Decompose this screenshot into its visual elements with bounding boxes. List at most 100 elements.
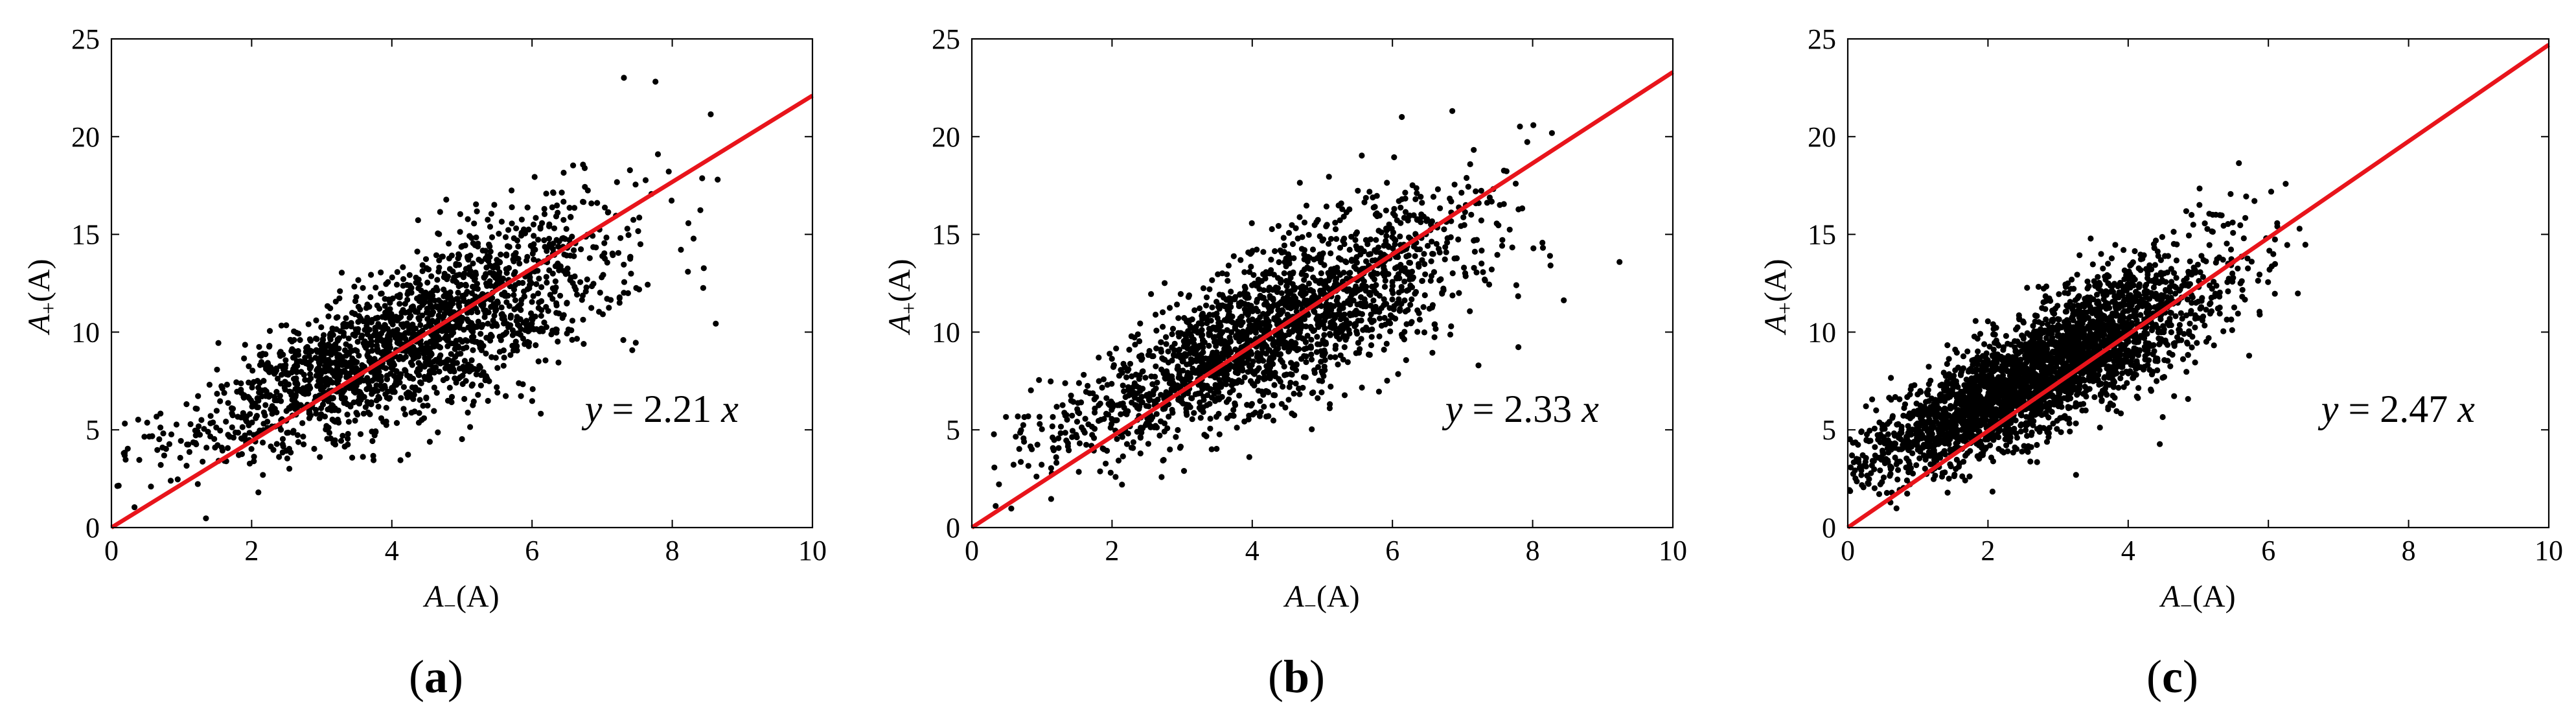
- data-point: [1429, 218, 1435, 224]
- data-point: [1191, 307, 1197, 313]
- data-point: [499, 218, 505, 224]
- data-point: [485, 216, 490, 222]
- data-point: [1417, 317, 1423, 323]
- data-point: [188, 421, 194, 427]
- data-point: [1081, 372, 1087, 378]
- data-point: [1276, 259, 1282, 265]
- data-point: [1262, 376, 1268, 382]
- data-point: [544, 274, 549, 280]
- data-point: [325, 314, 331, 320]
- data-point: [334, 314, 340, 320]
- data-point: [1113, 345, 1119, 351]
- data-point: [1368, 251, 1374, 257]
- data-point: [317, 382, 323, 388]
- scatter-points: [1846, 160, 2308, 511]
- data-point: [1272, 248, 1278, 254]
- data-point: [1282, 404, 1288, 410]
- data-point: [347, 385, 352, 391]
- data-point: [343, 315, 349, 321]
- data-point: [447, 385, 453, 391]
- data-point: [1414, 191, 1420, 196]
- data-point: [1134, 384, 1140, 390]
- data-point: [376, 306, 382, 312]
- data-point: [533, 342, 538, 348]
- data-point: [338, 328, 343, 334]
- data-point: [580, 199, 586, 205]
- data-point: [1467, 161, 1473, 167]
- data-point: [2207, 242, 2213, 248]
- data-point: [1243, 285, 1248, 291]
- data-point: [394, 282, 400, 288]
- data-point: [1020, 422, 1026, 428]
- data-point: [2195, 315, 2201, 321]
- data-point: [301, 372, 307, 378]
- data-point: [475, 323, 481, 329]
- data-point: [1294, 347, 1300, 353]
- data-point: [1216, 332, 1222, 338]
- data-point: [1293, 380, 1299, 386]
- data-point: [1254, 320, 1260, 326]
- data-point: [497, 334, 503, 340]
- data-point: [1487, 194, 1493, 200]
- data-point: [230, 406, 236, 412]
- data-point: [1359, 336, 1364, 342]
- y-label-unit: (A): [22, 259, 56, 302]
- data-point: [470, 402, 476, 408]
- data-point: [1254, 354, 1260, 360]
- data-point: [1153, 328, 1159, 334]
- data-point: [700, 285, 706, 291]
- data-point: [1323, 340, 1329, 345]
- data-point: [435, 318, 441, 323]
- data-point: [369, 399, 374, 405]
- data-point: [518, 301, 524, 307]
- data-point: [1248, 250, 1254, 255]
- data-point: [1217, 306, 1223, 312]
- data-point: [1501, 201, 1507, 207]
- data-point: [1189, 395, 1195, 401]
- data-point: [1282, 270, 1287, 276]
- data-point: [1323, 224, 1329, 229]
- data-point: [474, 371, 479, 377]
- data-point: [1275, 285, 1281, 291]
- data-point: [507, 322, 513, 328]
- data-point: [436, 369, 442, 375]
- data-point: [565, 266, 571, 272]
- data-point: [168, 432, 174, 437]
- data-point: [293, 330, 299, 336]
- data-point: [185, 441, 191, 447]
- data-point: [544, 279, 549, 285]
- data-point: [195, 481, 201, 487]
- data-point: [478, 259, 484, 264]
- data-point: [428, 362, 433, 368]
- data-point: [1409, 296, 1414, 302]
- data-point: [487, 224, 493, 229]
- data-point: [635, 228, 641, 234]
- data-point: [542, 244, 548, 250]
- data-point: [1339, 206, 1345, 212]
- data-point: [159, 445, 165, 450]
- data-point: [1412, 253, 1418, 259]
- data-point: [144, 420, 150, 426]
- data-point: [1317, 378, 1322, 384]
- data-point: [1355, 301, 1361, 307]
- data-point: [455, 251, 461, 257]
- data-point: [365, 410, 371, 415]
- data-point: [2171, 241, 2177, 247]
- data-point: [208, 413, 214, 419]
- data-point: [456, 262, 462, 268]
- data-point: [621, 75, 627, 80]
- data-point: [993, 503, 998, 509]
- data-point: [1167, 305, 1173, 310]
- data-point: [621, 290, 627, 296]
- data-point: [450, 361, 456, 367]
- data-point: [284, 456, 290, 461]
- data-point: [475, 392, 481, 398]
- data-point: [322, 369, 328, 375]
- data-point: [1303, 323, 1309, 329]
- data-point: [487, 254, 492, 260]
- data-point: [1160, 324, 1166, 330]
- data-point: [1381, 347, 1387, 353]
- data-point: [1145, 403, 1151, 409]
- data-point: [1306, 232, 1312, 238]
